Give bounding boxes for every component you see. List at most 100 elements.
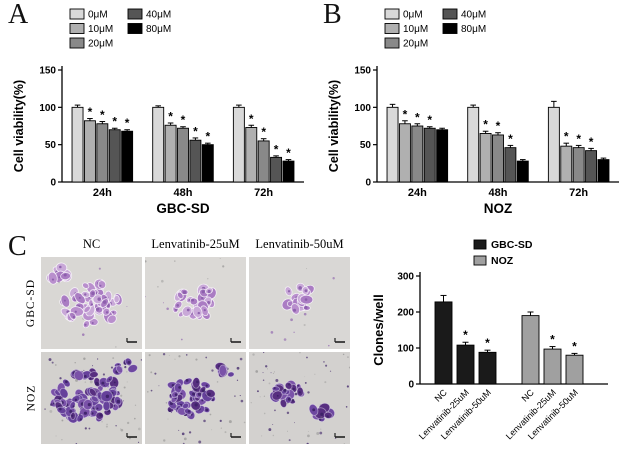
cell-nucleus <box>63 299 66 302</box>
cell-nucleus <box>102 300 107 304</box>
debris-dot <box>286 411 290 415</box>
stained-cell <box>290 303 301 315</box>
debris-dot <box>174 260 176 262</box>
debris-dot <box>96 358 99 360</box>
debris-dot <box>319 431 323 435</box>
cell-nucleus <box>97 297 101 301</box>
significance-asterisk: * <box>249 112 254 126</box>
cell-nucleus <box>287 397 291 401</box>
x-tick-label: 72h <box>569 187 588 199</box>
legend-label: 40μM <box>461 10 486 21</box>
debris-dot <box>293 331 295 334</box>
debris-dot <box>128 437 131 440</box>
cell-nucleus <box>326 415 329 418</box>
debris-dot <box>158 385 160 387</box>
debris-dot <box>274 409 276 412</box>
debris-dot <box>126 371 128 373</box>
debris-dot <box>263 352 265 354</box>
debris-dot <box>161 279 164 283</box>
debris-dot <box>50 403 53 406</box>
chart-clones-per-well: 0100200300Clones/wellNC*Lenvatinib-25uM*… <box>371 239 608 441</box>
cell-nucleus <box>283 388 287 392</box>
bar-NOZ-Lenvatinib-25uM <box>543 348 562 385</box>
debris-dot <box>84 427 87 430</box>
debris-dot <box>89 380 93 384</box>
cell-nucleus <box>185 378 189 382</box>
stained-cell <box>116 365 124 374</box>
bar-GBC-SD-Lenvatinib-50uM <box>478 351 497 385</box>
legend-swatch <box>127 23 143 34</box>
cell-nucleus <box>304 305 308 310</box>
cell-nucleus <box>74 398 78 401</box>
cell-nucleus <box>207 392 211 396</box>
debris-dot <box>162 302 165 304</box>
cell-nucleus <box>201 296 204 300</box>
micrograph-noz-lenvatinib-50um <box>249 352 350 444</box>
panel-c-chart-area: 0 100 200 300 Clones/well NC * Lenvatinib-25uM *… <box>352 232 630 459</box>
panel-b-letter: B <box>323 0 342 30</box>
significance-asterisk: * <box>427 113 432 127</box>
cell-nucleus <box>287 290 291 293</box>
y-tick-label: 0 <box>50 178 56 189</box>
legend-swatch <box>473 255 487 266</box>
bar-72h-10μM <box>560 145 573 183</box>
cell-nucleus <box>116 399 121 404</box>
x-tick-label: NC <box>433 387 450 404</box>
cell-nucleus <box>201 290 205 294</box>
debris-dot <box>110 366 114 369</box>
legend-label: GBC-SD <box>491 239 533 251</box>
bar-48h-40μM <box>189 139 202 183</box>
debris-dot <box>211 369 214 372</box>
debris-dot <box>115 346 117 348</box>
debris-dot <box>250 401 252 404</box>
significance-asterisk: * <box>483 118 488 132</box>
debris-dot <box>75 443 78 444</box>
debris-dot <box>262 372 264 374</box>
bar-24h-80μM <box>436 129 449 183</box>
cell-nucleus <box>108 378 111 381</box>
stained-cell <box>218 364 228 377</box>
stained-cell <box>189 297 199 306</box>
cell-nucleus <box>78 296 81 299</box>
chart-cell-viability-noz: 0 50 100 150 Cell viability(%) * * * 24h * * * 48h * *… <box>327 8 619 216</box>
significance-asterisk: * <box>403 107 408 121</box>
debris-dot <box>117 391 120 393</box>
debris-dot <box>134 404 137 406</box>
significance-asterisk: * <box>193 124 198 138</box>
debris-dot <box>272 424 274 426</box>
micrograph-background <box>249 352 350 444</box>
stained-cell <box>83 305 91 313</box>
bar-48h-10μM <box>479 133 492 183</box>
bar-24h-40μM <box>108 129 121 183</box>
debris-dot <box>124 365 127 369</box>
y-tick-label: 200 <box>397 308 414 319</box>
y-tick-label: 50 <box>45 140 57 151</box>
debris-dot <box>58 281 60 284</box>
cell-nucleus <box>87 403 91 407</box>
stained-cell <box>323 411 333 419</box>
bar-72h-0μM <box>232 106 245 183</box>
chart-cell-viability-gbcsd: 0 50 100 150 Cell viability(%) * * * * 24h * * * * 48h… <box>12 8 304 216</box>
debris-dot <box>328 344 330 347</box>
debris-dot <box>84 381 87 383</box>
debris-dot <box>268 382 271 385</box>
cell-nucleus <box>168 409 172 413</box>
cell-nucleus <box>99 284 102 287</box>
debris-dot <box>115 425 117 427</box>
significance-asterisk: * <box>508 132 513 146</box>
debris-dot <box>72 313 74 316</box>
cell-nucleus <box>291 398 295 402</box>
bar-24h-10μM <box>83 120 96 183</box>
debris-dot <box>236 379 239 381</box>
debris-dot <box>195 358 198 361</box>
debris-dot <box>162 353 166 356</box>
cell-nucleus <box>298 286 302 290</box>
debris-dot <box>120 428 122 430</box>
cell-nucleus <box>91 412 94 415</box>
cell-nucleus <box>83 374 87 378</box>
debris-dot <box>150 389 153 392</box>
debris-dot <box>325 364 328 367</box>
debris-dot <box>103 384 106 387</box>
debris-dot <box>168 354 170 356</box>
debris-dot <box>74 361 76 364</box>
